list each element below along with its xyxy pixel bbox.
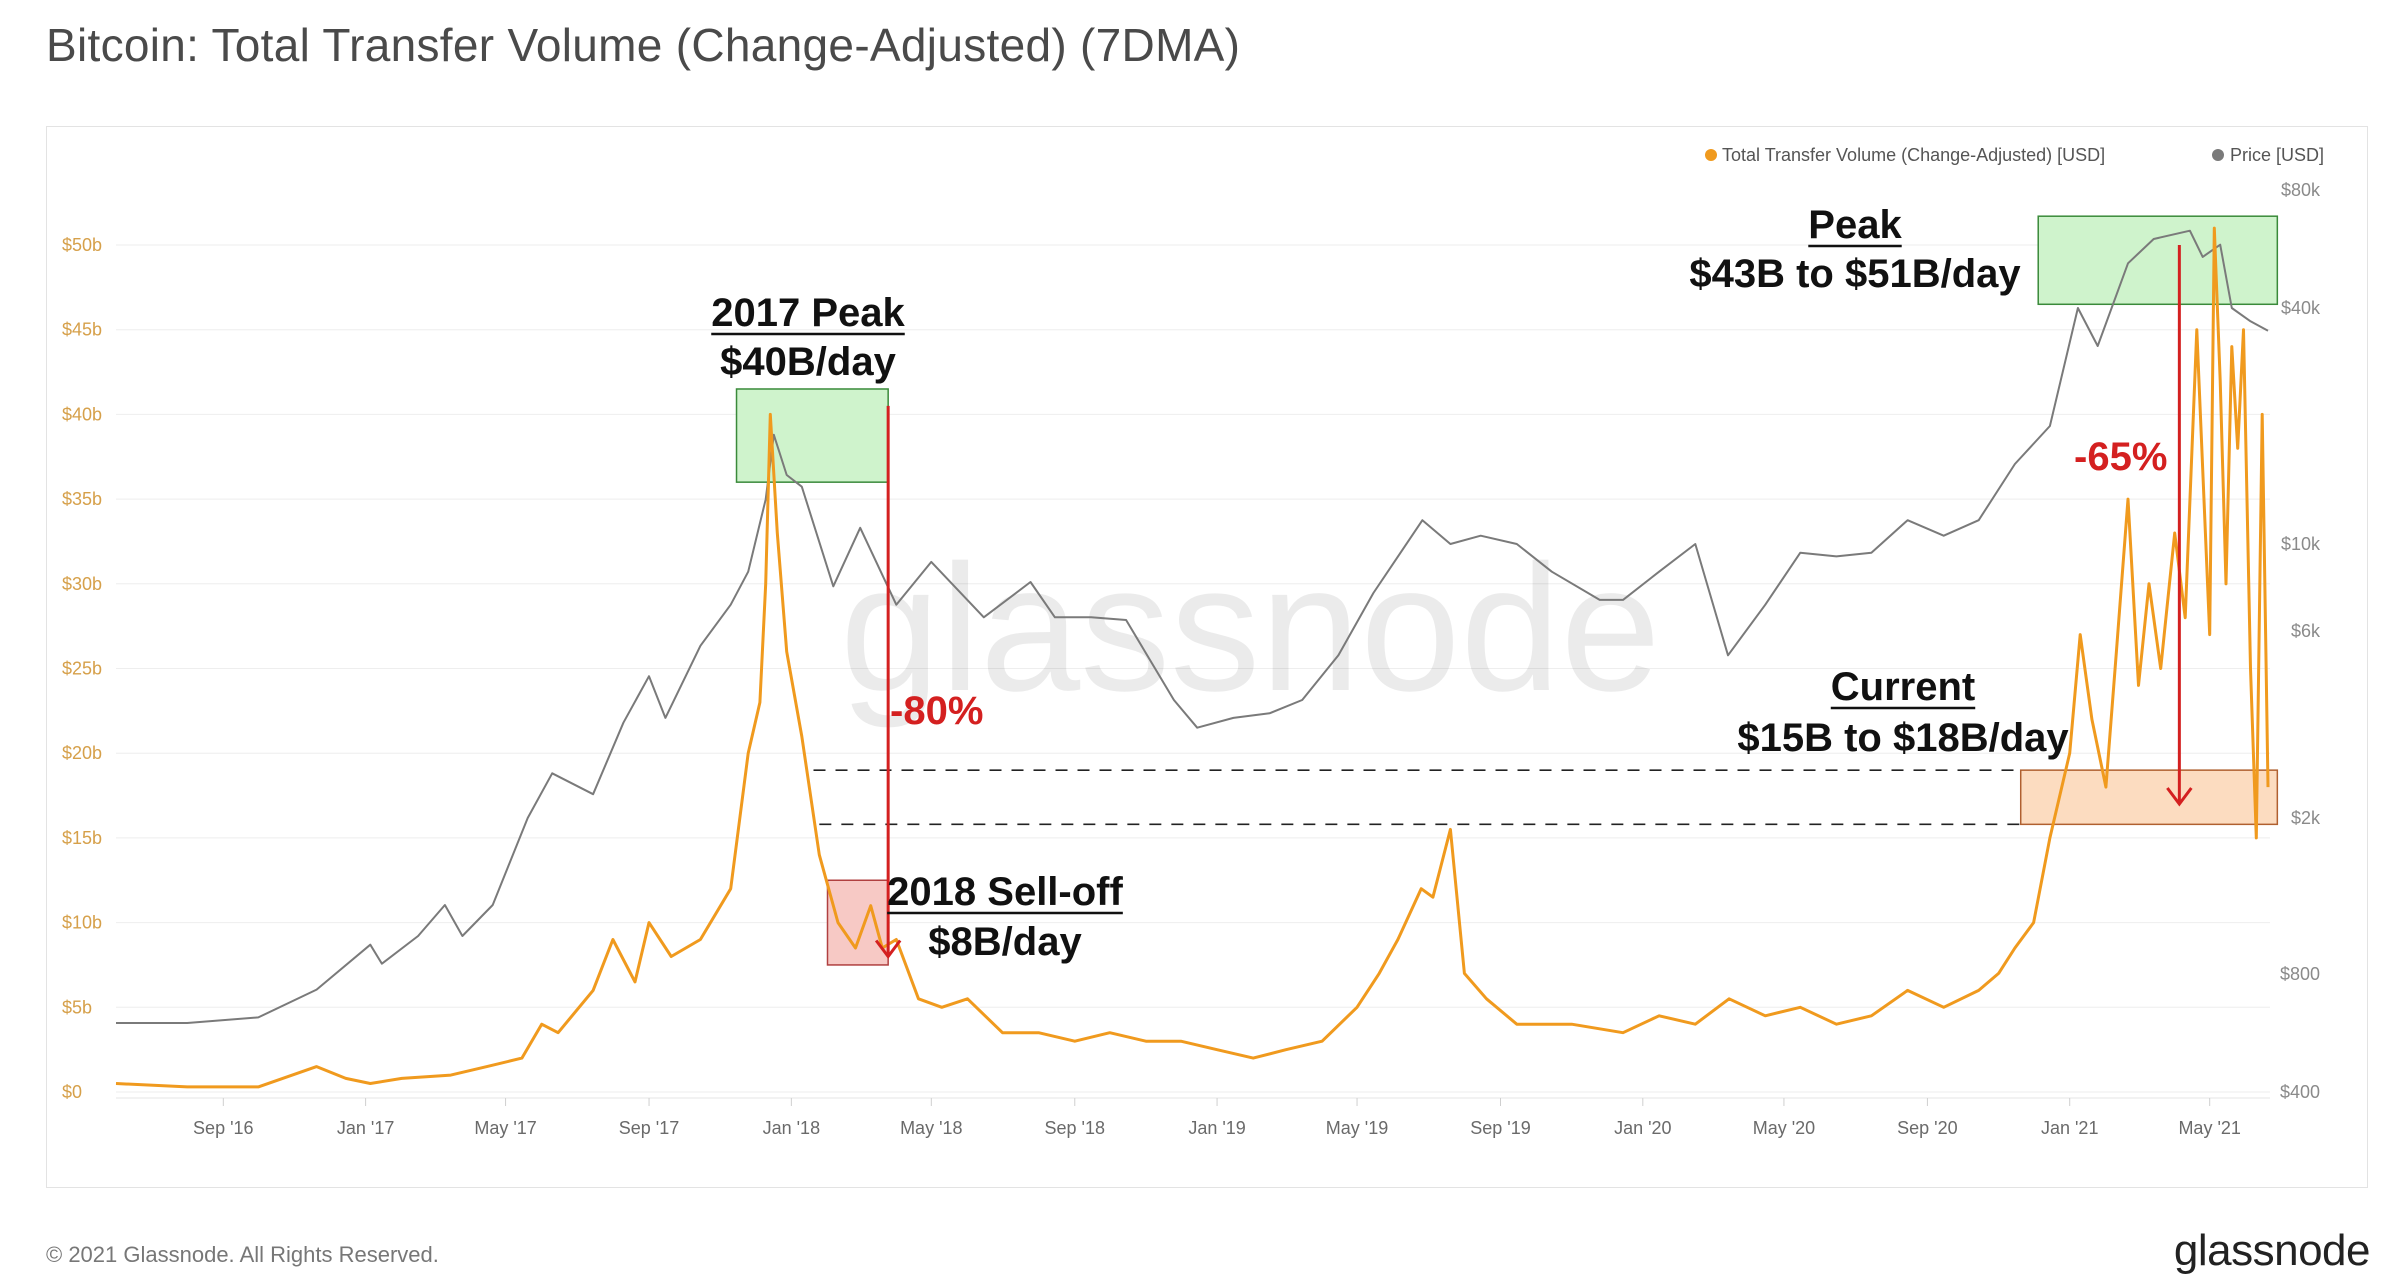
y-right-tick-label: $800 (2280, 964, 2320, 984)
series-layer (115, 226, 2270, 1089)
y-left-tick-label: $30b (62, 574, 102, 594)
x-tick-label: Jan '18 (763, 1118, 820, 1138)
y-right-tick-label: $40k (2281, 298, 2321, 318)
y-right-tick-label: $2k (2291, 808, 2321, 828)
annotation-layer: 2017 Peak $40B/day Peak $43B to $51B/day 201… (711, 203, 2193, 964)
volume-series-line (115, 226, 2270, 1089)
legend-label-volume: Total Transfer Volume (Change-Adjusted) … (1722, 145, 2105, 165)
x-tick-label: May '18 (900, 1118, 962, 1138)
y-left-tick-label: $35b (62, 489, 102, 509)
y-left-tick-label: $20b (62, 743, 102, 763)
legend-marker-price (2212, 149, 2224, 161)
x-tick-label: Jan '20 (1614, 1118, 1671, 1138)
grid-lines (116, 244, 2270, 1099)
watermark: glassnode (840, 528, 1661, 729)
y-left-tick-label: $25b (62, 659, 102, 679)
x-tick-label: May '17 (474, 1118, 536, 1138)
chart-frame (46, 126, 2368, 1188)
chart-title: Bitcoin: Total Transfer Volume (Change-A… (46, 19, 1241, 71)
legend-marker-volume (1705, 149, 1717, 161)
y-left-tick-label: $15b (62, 828, 102, 848)
legend-label-price: Price [USD] (2230, 145, 2324, 165)
x-tick-label: May '19 (1326, 1118, 1388, 1138)
annotation-2021-peak-value: $43B to $51B/day (1689, 252, 2021, 296)
price-series-line (116, 229, 2269, 1024)
y-left-tick-label: $5b (62, 997, 92, 1017)
y-right-tick-label: $6k (2291, 621, 2321, 641)
y-right-tick-label: $10k (2281, 534, 2321, 554)
glassnode-logo: glassnode (2173, 1226, 2371, 1275)
y-left-tick-label: $0 (62, 1082, 82, 1102)
y-right-tick-label: $80k (2281, 180, 2321, 200)
annotation-2018-selloff-value: $8B/day (928, 920, 1082, 964)
drop-arrow-2021-head (2166, 787, 2193, 807)
annotation-current-title: Current (1831, 665, 1975, 709)
annotation-2021-peak-title: Peak (1808, 203, 1902, 247)
x-tick-label: Sep '19 (1470, 1118, 1531, 1138)
x-tick-label: Jan '17 (337, 1118, 394, 1138)
peak-2017-box (735, 388, 889, 483)
y-right-tick-label: $400 (2280, 1082, 2320, 1102)
x-tick-label: May '20 (1753, 1118, 1815, 1138)
x-tick-label: Jan '19 (1188, 1118, 1245, 1138)
legend: Total Transfer Volume (Change-Adjusted) … (1705, 145, 2324, 165)
y-left-tick-label: $40b (62, 404, 102, 424)
peak-2021-box (2037, 215, 2279, 306)
y-left-tick-label: $10b (62, 913, 102, 933)
x-tick-label: May '21 (2178, 1118, 2240, 1138)
annotation-current-value: $15B to $18B/day (1737, 716, 2069, 760)
x-tick-label: Sep '18 (1045, 1118, 1106, 1138)
annotation-drop-65: -65% (2074, 435, 2167, 479)
x-tick-label: Sep '20 (1897, 1118, 1958, 1138)
x-tick-label: Sep '17 (619, 1118, 680, 1138)
annotation-2017-peak-value: $40B/day (720, 340, 896, 384)
tick-layer: $0 $5b $10b $15b $20b $25b $30b $35b $40b $45b $50… (62, 180, 2321, 1138)
annotation-2017-peak-title: 2017 Peak (711, 291, 905, 335)
annotation-2018-selloff-title: 2018 Sell-off (887, 870, 1123, 914)
annotation-drop-80: -80% (890, 689, 983, 733)
y-left-tick-label: $45b (62, 320, 102, 340)
x-tick-label: Jan '21 (2041, 1118, 2098, 1138)
copyright-text: © 2021 Glassnode. All Rights Reserved. (46, 1242, 439, 1267)
drop-arrow-2018-head (874, 939, 902, 959)
y-left-tick-label: $50b (62, 235, 102, 255)
x-tick-label: Sep '16 (193, 1118, 254, 1138)
